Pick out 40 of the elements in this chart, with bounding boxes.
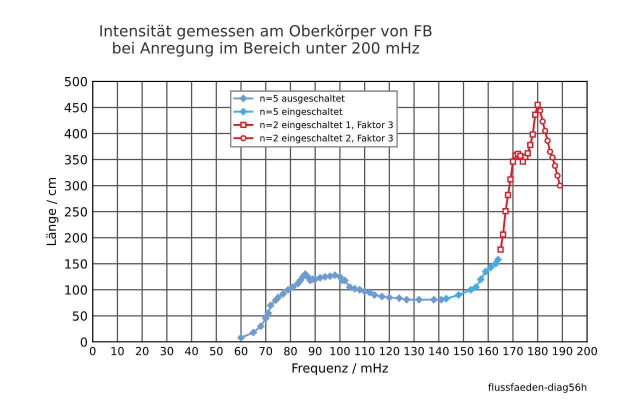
x-tick-label: 0 xyxy=(90,346,96,356)
y-tick-label: 150 xyxy=(65,259,88,269)
x-tick-label: 60 xyxy=(234,346,248,356)
x-tick-label: 180 xyxy=(528,346,548,356)
legend-label: n=5 eingeschaltet xyxy=(260,108,342,117)
y-axis-title: Länge / cm xyxy=(46,178,58,246)
legend-label: n=2 eingeschaltet 2, Faktor 3 xyxy=(260,134,393,144)
x-axis-title: Frequenz / mHz xyxy=(292,363,388,376)
x-tick-label: 140 xyxy=(429,346,449,356)
x-tick-label: 30 xyxy=(160,346,174,356)
x-tick-label: 40 xyxy=(185,346,198,356)
x-tick-label: 120 xyxy=(380,346,400,356)
x-tick-label: 170 xyxy=(504,346,523,356)
x-tick-label: 110 xyxy=(355,346,374,356)
y-tick-label: 200 xyxy=(64,233,88,243)
x-tick-label: 90 xyxy=(308,346,322,356)
y-tick-label: 300 xyxy=(64,181,88,191)
x-tick-label: 10 xyxy=(112,346,124,356)
x-tick-label: 70 xyxy=(260,346,272,356)
x-tick-label: 130 xyxy=(404,346,424,356)
y-tick-label: 500 xyxy=(64,76,88,86)
x-tick-label: 200 xyxy=(577,346,597,356)
y-tick-label: 400 xyxy=(64,128,88,138)
y-tick-label: 250 xyxy=(64,207,88,217)
y-tick-label: 50 xyxy=(72,311,88,321)
chart-title: Intensität gemessen am Oberkörper von FB bei Anregung im Bereich unter 200 mHz xyxy=(100,24,432,57)
x-tick-label: 20 xyxy=(136,346,148,356)
text: flussfaeden-diag56h xyxy=(488,383,586,393)
y-tick-label: 350 xyxy=(64,155,88,164)
y-tick-label: 100 xyxy=(65,285,88,295)
x-tick-label: 150 xyxy=(454,346,474,356)
x-tick-label: 80 xyxy=(284,346,297,356)
x-tick-label: 160 xyxy=(478,346,498,356)
x-tick-label: 190 xyxy=(552,346,572,356)
y-tick-label: 450 xyxy=(64,102,88,112)
legend-label: n=2 eingeschaltet 1, Faktor 3 xyxy=(260,121,393,130)
legend-label: n=5 ausgeschaltet xyxy=(260,94,345,104)
y-tick-label: 0 xyxy=(80,337,88,347)
x-tick-label: 100 xyxy=(330,346,350,356)
x-tick-label: 50 xyxy=(210,346,223,356)
